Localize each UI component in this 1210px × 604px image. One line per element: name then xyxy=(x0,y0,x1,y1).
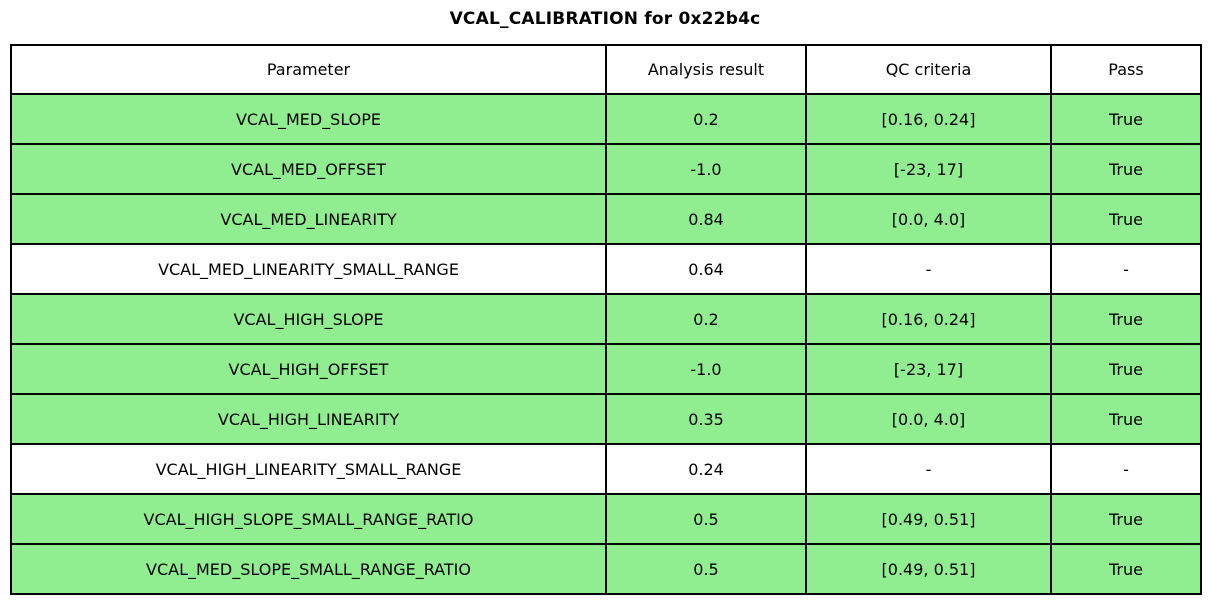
header-qc-criteria: QC criteria xyxy=(805,44,1052,95)
header-row: Parameter Analysis result QC criteria Pa… xyxy=(10,44,1202,95)
cell-pass: True xyxy=(1050,143,1202,195)
cell-qc-criteria: [-23, 17] xyxy=(805,343,1052,395)
cell-pass: True xyxy=(1050,393,1202,445)
cell-parameter: VCAL_MED_LINEARITY_SMALL_RANGE xyxy=(10,243,607,295)
table-row: VCAL_HIGH_LINEARITY_SMALL_RANGE 0.24 - - xyxy=(10,443,1202,495)
cell-pass: True xyxy=(1050,193,1202,245)
cell-qc-criteria: [0.49, 0.51] xyxy=(805,493,1052,545)
cell-qc-criteria: [-23, 17] xyxy=(805,143,1052,195)
cell-qc-criteria: [0.49, 0.51] xyxy=(805,543,1052,595)
cell-analysis-result: 0.64 xyxy=(605,243,807,295)
qc-table: Parameter Analysis result QC criteria Pa… xyxy=(10,44,1202,595)
cell-pass: True xyxy=(1050,543,1202,595)
cell-analysis-result: -1.0 xyxy=(605,143,807,195)
cell-qc-criteria: - xyxy=(805,443,1052,495)
qc-table-body: VCAL_MED_SLOPE 0.2 [0.16, 0.24] True VCA… xyxy=(10,93,1202,595)
table-row: VCAL_HIGH_SLOPE 0.2 [0.16, 0.24] True xyxy=(10,293,1202,345)
cell-analysis-result: 0.5 xyxy=(605,493,807,545)
cell-pass: True xyxy=(1050,293,1202,345)
cell-parameter: VCAL_HIGH_OFFSET xyxy=(10,343,607,395)
cell-qc-criteria: [0.0, 4.0] xyxy=(805,393,1052,445)
cell-parameter: VCAL_MED_LINEARITY xyxy=(10,193,607,245)
cell-analysis-result: 0.2 xyxy=(605,293,807,345)
cell-qc-criteria: [0.16, 0.24] xyxy=(805,293,1052,345)
table-row: VCAL_MED_LINEARITY_SMALL_RANGE 0.64 - - xyxy=(10,243,1202,295)
cell-analysis-result: 0.2 xyxy=(605,93,807,145)
table-row: VCAL_HIGH_SLOPE_SMALL_RANGE_RATIO 0.5 [0… xyxy=(10,493,1202,545)
cell-parameter: VCAL_HIGH_SLOPE xyxy=(10,293,607,345)
table-row: VCAL_MED_SLOPE_SMALL_RANGE_RATIO 0.5 [0.… xyxy=(10,543,1202,595)
table-row: VCAL_MED_SLOPE 0.2 [0.16, 0.24] True xyxy=(10,93,1202,145)
cell-qc-criteria: [0.0, 4.0] xyxy=(805,193,1052,245)
cell-pass: - xyxy=(1050,443,1202,495)
figure-title: VCAL_CALIBRATION for 0x22b4c xyxy=(449,9,761,29)
cell-analysis-result: 0.24 xyxy=(605,443,807,495)
header-parameter: Parameter xyxy=(10,44,607,95)
cell-analysis-result: 0.35 xyxy=(605,393,807,445)
cell-pass: - xyxy=(1050,243,1202,295)
cell-pass: True xyxy=(1050,493,1202,545)
header-pass: Pass xyxy=(1050,44,1202,95)
qc-table-header: Parameter Analysis result QC criteria Pa… xyxy=(10,44,1202,95)
cell-parameter: VCAL_HIGH_LINEARITY xyxy=(10,393,607,445)
cell-analysis-result: 0.84 xyxy=(605,193,807,245)
table-row: VCAL_MED_OFFSET -1.0 [-23, 17] True xyxy=(10,143,1202,195)
cell-qc-criteria: [0.16, 0.24] xyxy=(805,93,1052,145)
cell-parameter: VCAL_HIGH_SLOPE_SMALL_RANGE_RATIO xyxy=(10,493,607,545)
header-analysis-result: Analysis result xyxy=(605,44,807,95)
cell-analysis-result: 0.5 xyxy=(605,543,807,595)
table-row: VCAL_MED_LINEARITY 0.84 [0.0, 4.0] True xyxy=(10,193,1202,245)
cell-pass: True xyxy=(1050,343,1202,395)
cell-parameter: VCAL_MED_SLOPE_SMALL_RANGE_RATIO xyxy=(10,543,607,595)
table-row: VCAL_HIGH_LINEARITY 0.35 [0.0, 4.0] True xyxy=(10,393,1202,445)
cell-parameter: VCAL_HIGH_LINEARITY_SMALL_RANGE xyxy=(10,443,607,495)
cell-parameter: VCAL_MED_OFFSET xyxy=(10,143,607,195)
table-row: VCAL_HIGH_OFFSET -1.0 [-23, 17] True xyxy=(10,343,1202,395)
cell-parameter: VCAL_MED_SLOPE xyxy=(10,93,607,145)
cell-qc-criteria: - xyxy=(805,243,1052,295)
cell-pass: True xyxy=(1050,93,1202,145)
cell-analysis-result: -1.0 xyxy=(605,343,807,395)
